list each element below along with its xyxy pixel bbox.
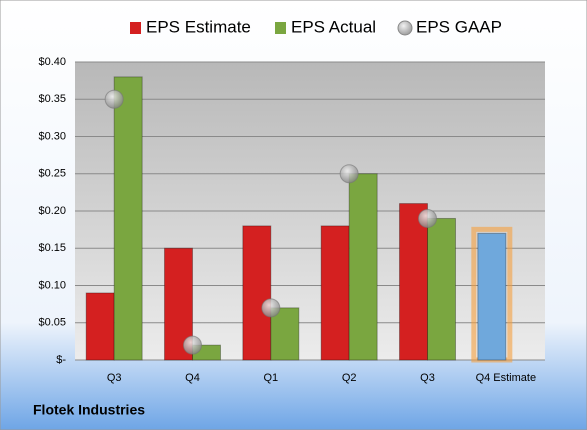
- gaap-marker: [183, 335, 202, 355]
- bar: [348, 173, 378, 361]
- bar: [399, 203, 428, 361]
- footer: Flotek Industries: [33, 402, 145, 418]
- bar: [113, 76, 143, 361]
- gaap-marker: [418, 208, 437, 228]
- legend-label: EPS Estimate: [146, 17, 251, 36]
- bar: [85, 292, 115, 361]
- y-tick-label: $0.30: [38, 130, 66, 142]
- x-tick-label: Q2: [342, 372, 357, 384]
- gaap-marker: [104, 89, 124, 109]
- gaap-marker: [261, 298, 281, 318]
- x-tick-label: Q3: [107, 372, 122, 384]
- bar: [320, 225, 350, 361]
- y-tick-label: $0.35: [38, 93, 66, 105]
- gaap-marker: [339, 164, 359, 184]
- x-tick-label: Q3: [420, 372, 435, 384]
- legend-label: EPS Actual: [291, 17, 376, 36]
- y-tick-label: $0.15: [38, 242, 66, 254]
- legend-marker: [397, 20, 413, 36]
- y-tick-label: $0.40: [38, 56, 66, 68]
- bar: [427, 217, 456, 361]
- legend-label: EPS GAAP: [416, 17, 502, 36]
- legend-marker: [275, 22, 286, 34]
- legend-marker: [130, 22, 141, 34]
- x-tick-label: Q4: [185, 372, 200, 384]
- bar: [270, 307, 300, 361]
- bar: [477, 232, 507, 361]
- x-tick-label: Q4 Estimate: [476, 372, 537, 384]
- bar: [242, 225, 272, 361]
- y-tick-label: $0.10: [38, 279, 66, 291]
- y-tick-label: $0.25: [38, 168, 66, 180]
- x-tick-label: Q1: [263, 372, 278, 384]
- y-tick-label: $0.20: [38, 205, 66, 217]
- y-tick-label: $0.05: [38, 317, 66, 329]
- y-tick-label: $-: [56, 354, 66, 366]
